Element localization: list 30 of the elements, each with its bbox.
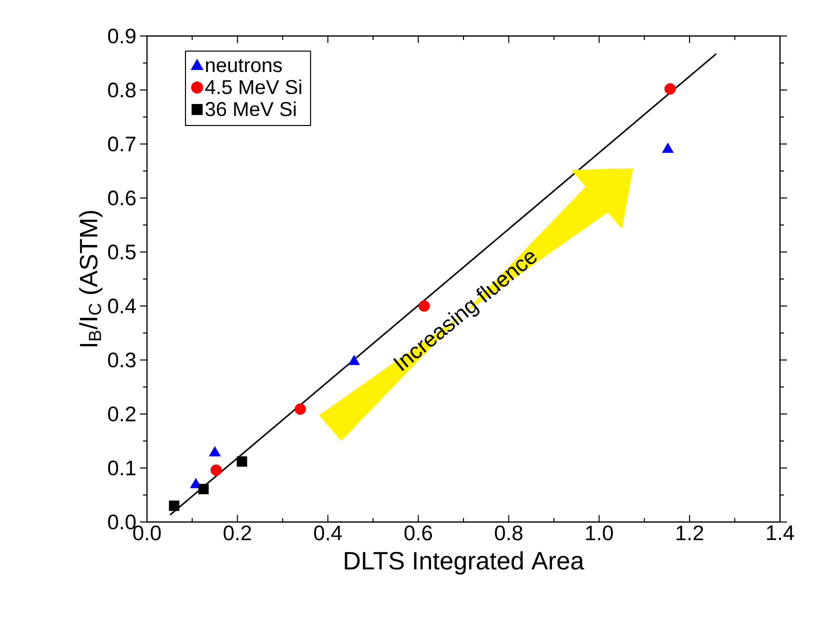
point [168,500,180,511]
x-tick-label: 0.2 [224,526,251,540]
y-tick-label: 0.1 [108,460,136,476]
y-tick-label: 0.8 [108,82,136,98]
point [236,456,248,467]
y-axis-title: I$_{B}$/I$_{C}$ (ASTM) [79,210,102,346]
x-tick-label: 1.4 [767,526,794,540]
y-tick-label: 0.3 [108,352,136,368]
legend-label: 4.5 MeV Si [205,80,302,94]
point [210,464,222,476]
x-axis-title: DLTS Integrated Area [344,551,584,575]
y-tick-label: 0.2 [108,406,136,422]
point [294,403,306,415]
x-tick-label: 0.8 [494,526,522,540]
x-tick-label: 0.4 [314,526,342,540]
legend-label: 36 MeV Si [206,102,296,116]
y-tick-label: 0.6 [108,190,136,206]
y-tick-label: 0.7 [108,136,136,152]
point [209,446,221,456]
point [348,354,360,366]
y-tick-label: 0.9 [108,28,136,44]
point [198,484,209,494]
point [662,142,674,153]
y-tick-label: 0.5 [108,244,136,260]
x-tick-label: 1.0 [586,526,613,540]
legend-label: neutrons [206,59,282,72]
point [664,83,676,95]
x-tick-label: 1.2 [676,526,704,540]
y-tick-label: 0.4 [108,298,136,314]
x-tick-label: 0.6 [404,526,432,540]
